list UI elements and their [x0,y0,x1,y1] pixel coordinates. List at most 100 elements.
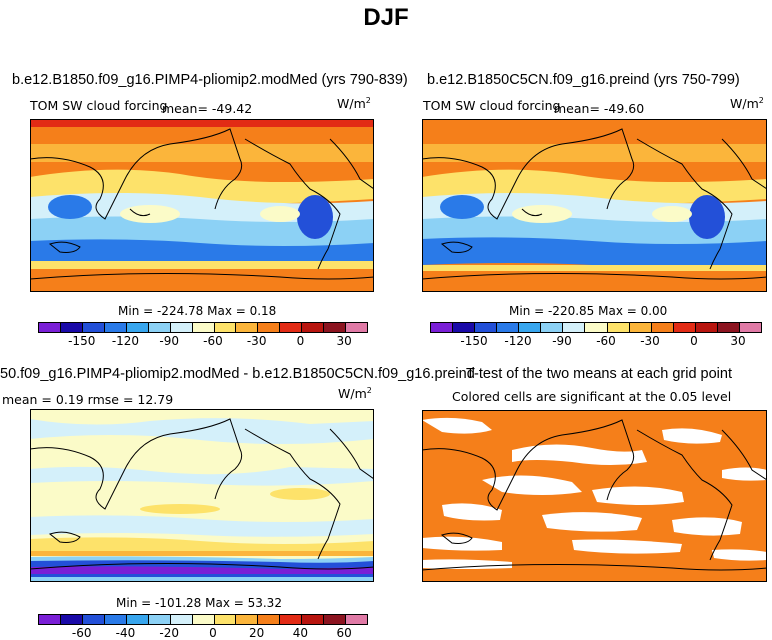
colorbar-tick-label: -60 [71,626,92,640]
panel1-southern-band [30,261,374,271]
colorbar-swatch [563,323,586,332]
colorbar-swatch [148,615,171,624]
panel2-var-label: TOM SW cloud forcing [423,98,561,113]
panel3-sh-cell [30,515,374,537]
panel3-pacific-anomaly [270,488,330,500]
panel3-map [30,409,374,582]
panel3-tropic-cell [30,466,374,486]
colorbar-tick-label: -150 [460,334,488,348]
panel4-subtitle: Colored cells are significant at the 0.0… [452,389,732,404]
colorbar-swatch [236,615,259,624]
colorbar-swatch [170,323,193,332]
colorbar-tick-label: -30 [640,334,660,348]
colorbar-swatch [541,323,564,332]
colorbar-tick-label: -90 [552,334,572,348]
panel2-minmax: Min = -220.85 Max = 0.00 [509,304,668,318]
panel2-southern-band [422,265,767,273]
panel3-colorbar [38,614,368,625]
panel2-nh-band [422,144,767,162]
colorbar-swatch [629,323,652,332]
panel3-stats: mean = 0.19 rmse = 12.79 [2,392,174,407]
colorbar-swatch [585,323,608,332]
colorbar-tick-label: -20 [159,626,179,640]
colorbar-swatch [104,615,127,624]
panel2-antarctic [422,271,767,292]
colorbar-swatch [170,615,193,624]
colorbar-swatch [673,323,696,332]
colorbar-swatch [302,323,325,332]
panel3-antarctic-extreme [30,566,374,574]
panel2-mean: mean= -49.60 [554,101,645,116]
panel1-var-label: TOM SW cloud forcing [30,98,168,113]
colorbar-swatch [258,323,281,332]
colorbar-swatch [258,615,281,624]
colorbar-tick-label: 20 [249,626,265,640]
panel3-minmax: Min = -101.28 Max = 53.32 [116,596,282,610]
colorbar-swatch [346,615,368,624]
colorbar-swatch [346,323,368,332]
colorbar-swatch [519,323,542,332]
colorbar-tick-label: 0 [209,626,217,640]
panel3-map-border [30,409,374,582]
panel1-storm-track [30,239,374,265]
panel1-map-border [30,119,374,292]
panel1-colorbar [38,322,368,333]
colorbar-tick-label: -60 [596,334,616,348]
colorbar-swatch [60,615,83,624]
colorbar-tick-label: 40 [292,626,309,640]
panel1-units: W/m2 [337,96,371,112]
colorbar-swatch [214,323,237,332]
panel2-map [422,119,767,292]
colorbar-swatch [104,323,127,332]
panel1-sh-band [30,216,374,247]
colorbar-swatch [497,323,520,332]
panel1-polar-band [30,119,374,127]
colorbar-tick-label: -120 [111,334,140,348]
colorbar-swatch [82,615,105,624]
panel4-coastlines [422,419,767,571]
colorbar-swatch [651,323,674,332]
colorbar-tick-label: -40 [115,626,136,640]
panel3-sh-warm [30,537,374,555]
panel2-coastlines [422,128,767,280]
panel3-north-cell [30,418,374,444]
colorbar-swatch [607,323,630,332]
panel4-map [422,410,767,582]
colorbar-swatch [695,323,718,332]
panel1-mean: mean= -49.42 [162,101,253,116]
colorbar-swatch [475,323,498,332]
colorbar-swatch [453,323,476,332]
panel1-antarctic [30,269,374,292]
colorbar-tick-label: -30 [246,334,267,348]
colorbar-swatch [324,615,347,624]
panel2-maritime-blob [440,195,484,219]
panel1-pacific-cell [260,206,300,222]
colorbar-swatch [192,615,215,624]
panel3-units: W/m2 [338,386,372,402]
colorbar-swatch [214,615,237,624]
colorbar-swatch [739,323,761,332]
colorbar-tick-label: 0 [296,334,305,348]
panel4-ttest-title: T-test of the two means at each grid poi… [466,366,732,382]
panel1-case-title: b.e12.B1850.f09_g16.PIMP4-pliomip2.modMe… [12,72,408,88]
colorbar-swatch [126,323,149,332]
colorbar-swatch [431,323,454,332]
colorbar-swatch [39,615,61,624]
panel4-map-border [422,410,767,582]
panel3-indian-anomaly [140,504,220,514]
panel1-map [30,119,374,292]
colorbar-swatch [236,323,259,332]
colorbar-tick-label: -90 [159,334,179,348]
colorbar-tick-label: 0 [690,334,698,348]
colorbar-swatch [82,323,105,332]
colorbar-tick-label: -150 [68,334,96,348]
panel1-minmax: Min = -224.78 Max = 0.18 [118,304,277,318]
colorbar-swatch [280,615,303,624]
colorbar-tick-label: -60 [203,334,223,348]
panel2-storm-track [422,237,767,267]
colorbar-swatch [280,323,303,332]
colorbar-tick-label: 30 [336,334,352,348]
panel2-colorbar [430,322,762,333]
colorbar-swatch [126,615,149,624]
figure-title: DJF [363,4,409,31]
